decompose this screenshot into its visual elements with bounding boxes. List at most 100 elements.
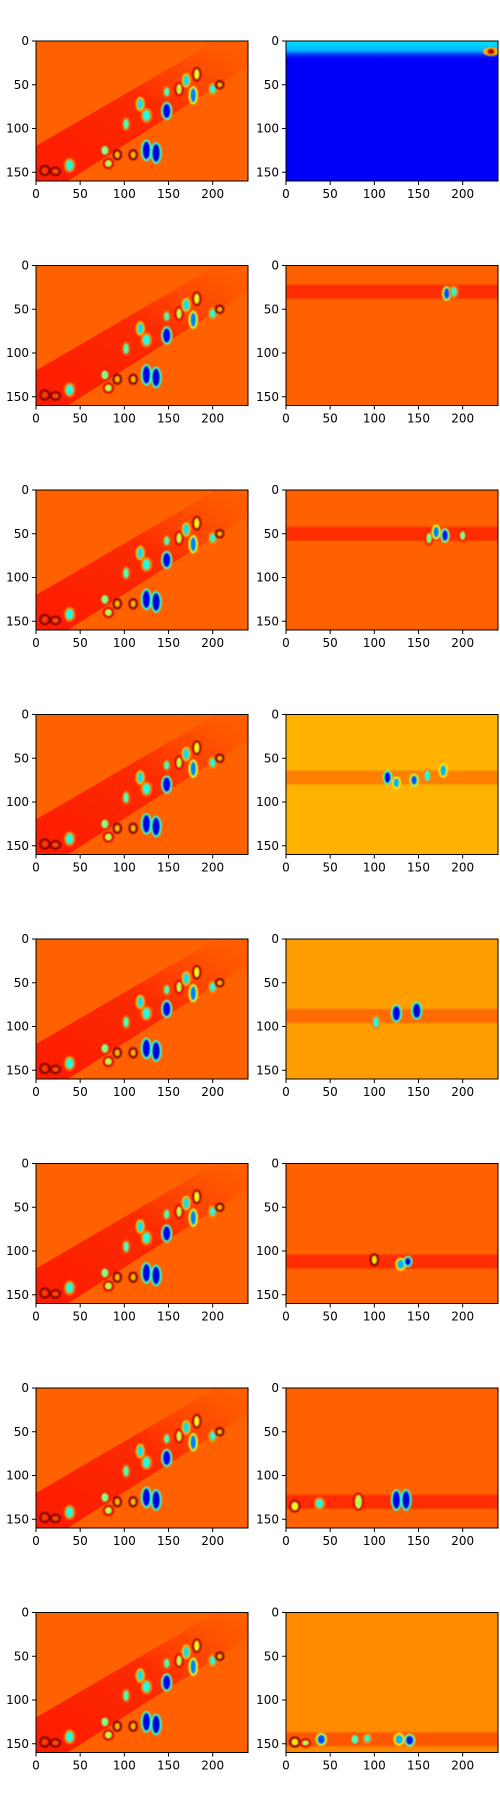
x-tick-label: 100 [363, 412, 386, 426]
heatmap-blob [66, 384, 74, 395]
heatmap-blob [130, 151, 136, 159]
heatmap-blob [137, 1221, 143, 1232]
heatmap-blob [137, 1445, 143, 1457]
y-tick-label: 150 [256, 1288, 279, 1302]
heatmap-blob [402, 1491, 410, 1509]
heatmap-blob [194, 742, 200, 753]
heatmap-blob [41, 1289, 49, 1297]
x-tick-label: 200 [201, 636, 224, 650]
heatmap-blob [210, 309, 216, 318]
axes-frame [285, 40, 499, 182]
heatmap-blob [176, 1206, 182, 1217]
x-tick-label: 200 [201, 187, 224, 201]
heatmap-blob [395, 1735, 403, 1744]
y-tick-label: 50 [264, 78, 279, 92]
heatmap-blob [51, 842, 59, 848]
axes-frame [285, 1387, 499, 1529]
x-tick-label: 150 [157, 1310, 180, 1324]
y-tick-label: 50 [14, 1649, 29, 1663]
y-tick-label: 100 [6, 795, 29, 809]
x-tick-label: 0 [282, 1534, 290, 1548]
heatmap-blob [41, 616, 49, 623]
y-tick-label: 0 [271, 259, 279, 273]
heatmap-blob [190, 1210, 196, 1225]
heatmap-blob [101, 1044, 109, 1053]
x-tick-label: 100 [363, 1759, 386, 1773]
heatmap-blob [373, 1016, 379, 1028]
heatmap-blob [130, 1273, 136, 1281]
heatmap-blob [152, 817, 160, 836]
x-tick-label: 0 [32, 1534, 40, 1548]
heatmap-blob [426, 532, 432, 544]
y-tick-label: 150 [256, 1512, 279, 1526]
x-tick-label: 100 [363, 861, 386, 875]
axes-frame [35, 1387, 249, 1529]
heatmap-background [286, 41, 498, 181]
x-tick-label: 200 [451, 412, 474, 426]
heatmap-blob [101, 146, 109, 155]
x-tick-label: 200 [201, 861, 224, 875]
axes-frame [285, 1612, 499, 1753]
x-tick-label: 200 [451, 1310, 474, 1324]
x-tick-label: 150 [407, 1759, 430, 1773]
x-tick-label: 100 [113, 1310, 136, 1324]
x-tick-label: 200 [451, 861, 474, 875]
heatmap-activation-band [286, 41, 498, 61]
heatmap-blob [442, 530, 448, 541]
heatmap-blob [123, 1465, 129, 1477]
x-tick-label: 100 [363, 1534, 386, 1548]
heatmap-blob [142, 1039, 150, 1058]
axes-frame [35, 1163, 249, 1304]
heatmap-blob [190, 986, 196, 1001]
heatmap-blob [217, 531, 223, 537]
y-tick-label: 150 [6, 1737, 29, 1751]
heatmap-blob [142, 1713, 150, 1731]
y-tick-label: 150 [6, 165, 29, 179]
heatmap-blob [317, 1735, 325, 1744]
heatmap-blob [190, 88, 196, 103]
heatmap-blob [123, 118, 129, 130]
heatmap-blob [291, 1738, 299, 1746]
heatmap-blob [163, 104, 171, 118]
heatmap-blob [163, 553, 171, 567]
heatmap-blob [217, 980, 223, 986]
heatmap-blob [210, 533, 216, 543]
heatmap-blob [164, 1434, 170, 1444]
y-tick-label: 0 [271, 1606, 279, 1620]
heatmap-blob [142, 1488, 150, 1507]
heatmap-blob [444, 288, 450, 299]
heatmap-blob [66, 1507, 74, 1518]
heatmap-blob [176, 308, 182, 319]
heatmap-blob [301, 1740, 309, 1746]
y-tick-label: 0 [21, 932, 29, 946]
x-tick-label: 50 [323, 861, 338, 875]
heatmap-blob [194, 69, 200, 80]
heatmap-blob [142, 559, 150, 570]
heatmap-blob [176, 532, 182, 544]
x-tick-label: 200 [451, 1085, 474, 1099]
y-tick-label: 0 [21, 1157, 29, 1171]
heatmap-blob [190, 312, 196, 327]
heatmap-blob [41, 840, 49, 848]
x-tick-label: 100 [113, 1759, 136, 1773]
heatmap-blob [137, 98, 143, 110]
x-tick-label: 50 [323, 412, 338, 426]
heatmap-blob [152, 593, 160, 611]
heatmap-blob [41, 1065, 49, 1072]
x-tick-label: 50 [73, 412, 88, 426]
heatmap-blob [194, 1416, 200, 1427]
y-tick-label: 100 [256, 795, 279, 809]
heatmap-blob [194, 1640, 200, 1651]
axes-frame [35, 1612, 249, 1753]
heatmap-blob [413, 1003, 421, 1018]
heatmap-blob [163, 1226, 171, 1241]
y-tick-label: 100 [6, 1693, 29, 1707]
subplot-left: 0 50 100 150 200 0 50 100 150 [6, 1157, 249, 1324]
x-tick-label: 0 [282, 1310, 290, 1324]
x-tick-label: 0 [282, 636, 290, 650]
heatmap-blob [163, 328, 171, 343]
heatmap-blob [104, 609, 112, 616]
x-tick-label: 150 [157, 1534, 180, 1548]
heatmap-blob [114, 1273, 120, 1281]
